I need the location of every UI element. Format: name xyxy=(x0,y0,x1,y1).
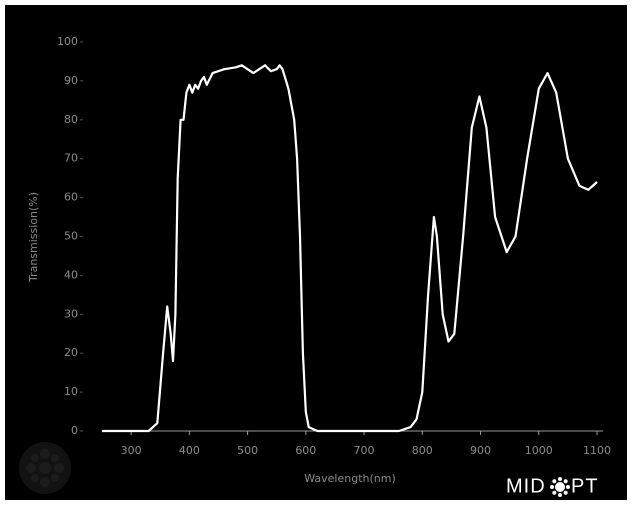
y-tick-label: 100 xyxy=(57,35,78,48)
panel xyxy=(5,5,627,500)
y-tick-label: 20 xyxy=(64,346,78,359)
y-tick-label: 90 xyxy=(64,74,78,87)
y-tick-label: 10 xyxy=(64,385,78,398)
y-axis-label: Transmission(%) xyxy=(27,192,40,283)
x-axis-label: Wavelength(nm) xyxy=(304,472,396,485)
logo-left: MID xyxy=(506,475,546,497)
logo-icon xyxy=(550,477,570,497)
x-tick-label: 400 xyxy=(179,444,200,457)
x-tick-label: 1000 xyxy=(525,444,553,457)
x-tick-label: 600 xyxy=(295,444,316,457)
y-tick-label: 30 xyxy=(64,307,78,320)
x-tick-label: 1100 xyxy=(583,444,611,457)
y-tick-label: 40 xyxy=(64,268,78,281)
transmission-line xyxy=(102,64,598,433)
y-tick-label: 0 xyxy=(71,424,78,437)
x-tick-label: 900 xyxy=(470,444,491,457)
x-tick-label: 300 xyxy=(121,444,142,457)
y-tick-label: 60 xyxy=(64,191,78,204)
watermark-icon xyxy=(19,442,71,494)
y-tick-label: 70 xyxy=(64,152,78,165)
x-tick-label: 500 xyxy=(237,444,258,457)
y-tick-label: 50 xyxy=(64,230,78,243)
y-tick-label: 80 xyxy=(64,113,78,126)
x-tick-label: 800 xyxy=(412,444,433,457)
logo-right: PT xyxy=(571,475,599,497)
x-tick-label: 700 xyxy=(354,444,375,457)
